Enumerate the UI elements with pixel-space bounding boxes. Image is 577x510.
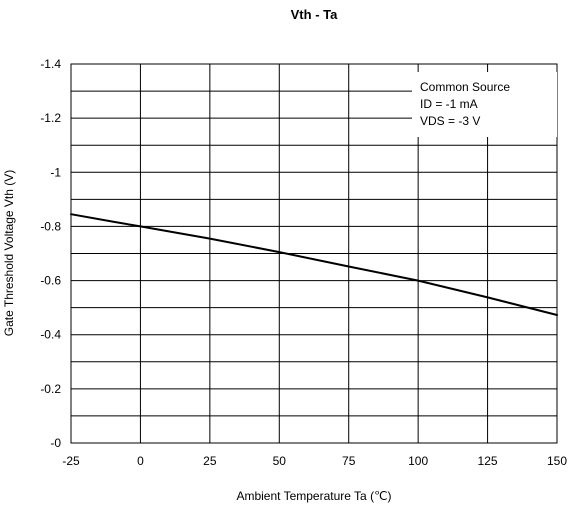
y-tick-label: -1.2 (40, 111, 61, 125)
annotation-line: VDS = -3 V (420, 114, 480, 128)
chart-title: Vth - Ta (291, 7, 338, 22)
y-axis-ticks: -1.4 -1.2 -1 -0.8 -0.6 -0.4 -0.2 -0 (40, 57, 61, 450)
x-tick-label: 25 (203, 454, 217, 468)
y-tick-label: -0 (50, 436, 61, 450)
y-tick-label: -0.6 (40, 274, 61, 288)
y-tick-label: -0.4 (40, 328, 61, 342)
y-axis-title: Gate Threshold Voltage Vth (V) (2, 170, 16, 337)
y-tick-label: -1.4 (40, 57, 61, 71)
x-tick-label: 75 (342, 454, 356, 468)
x-axis-title: Ambient Temperature Ta (℃) (236, 489, 391, 503)
annotation-background (412, 72, 557, 137)
x-tick-label: 0 (137, 454, 144, 468)
y-tick-label: -0.2 (40, 382, 61, 396)
x-axis-ticks: -25 0 25 50 75 100 125 150 (62, 454, 567, 468)
x-tick-label: 50 (273, 454, 287, 468)
annotation-box: Common Source ID = -1 mA VDS = -3 V (412, 72, 557, 137)
series-line-vth (70, 213, 558, 316)
x-tick-label: 150 (547, 454, 567, 468)
annotation-line: Common Source (420, 80, 510, 94)
plot-area (70, 213, 558, 316)
annotation-line: ID = -1 mA (420, 97, 478, 111)
x-tick-label: -25 (62, 454, 80, 468)
plot-frame (70, 63, 558, 444)
x-tick-label: 100 (408, 454, 428, 468)
y-tick-label: -1 (50, 165, 61, 179)
x-tick-label: 125 (478, 454, 498, 468)
y-tick-label: -0.8 (40, 219, 61, 233)
